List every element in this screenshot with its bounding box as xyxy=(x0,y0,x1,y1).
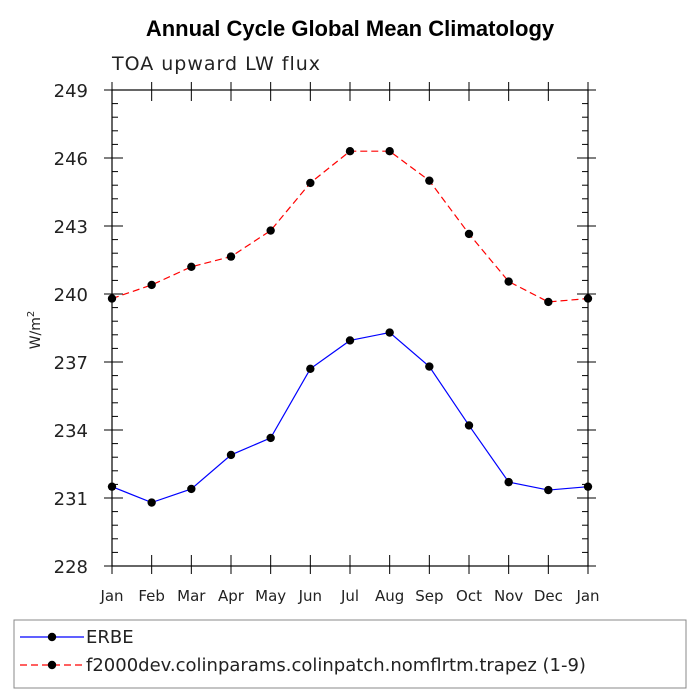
data-point xyxy=(544,485,553,495)
data-point xyxy=(345,336,355,345)
data-point xyxy=(544,297,553,307)
x-tick-label: Jun xyxy=(298,587,322,605)
legend-swatch-marker xyxy=(47,632,57,642)
y-tick-label: 243 xyxy=(54,217,88,238)
legend-label: ERBE xyxy=(86,627,134,648)
series-line xyxy=(111,150,589,303)
x-tick-label: Jan xyxy=(575,587,599,605)
legend-swatch-marker xyxy=(47,660,57,670)
y-tick-label: 246 xyxy=(54,149,88,170)
x-tick-label: Mar xyxy=(177,587,206,605)
data-point xyxy=(226,450,236,460)
y-tick-label: 237 xyxy=(54,353,88,374)
series-0 xyxy=(107,328,593,507)
legend: ERBE f2000dev.colinparams.colinpatch.nomf… xyxy=(20,627,586,676)
data-point xyxy=(583,482,593,491)
data-point xyxy=(583,294,593,303)
x-tick-label: Apr xyxy=(218,587,245,605)
data-point xyxy=(306,178,315,188)
data-point xyxy=(266,226,275,235)
x-tick-label: Dec xyxy=(534,587,563,605)
data-point xyxy=(385,328,394,337)
x-tick-label: Sep xyxy=(415,587,443,605)
data-point xyxy=(147,498,156,507)
y-tick-label: 234 xyxy=(54,421,88,442)
x-tick-label: Jan xyxy=(99,587,123,605)
data-point xyxy=(425,176,434,185)
chart-subtitle: TOA upward LW flux xyxy=(111,53,321,75)
y-tick-labels: 228 231 234 237 240 243 246 249 xyxy=(54,81,88,578)
data-point xyxy=(107,294,117,303)
chart-title: Annual Cycle Global Mean Climatology xyxy=(146,16,555,41)
x-tick-labels: Jan Feb Mar Apr May Jun Jul Aug Sep Oct Nov Dec Jan xyxy=(99,587,599,605)
axis-ticks xyxy=(104,82,596,574)
data-point xyxy=(504,277,513,286)
x-tick-label: May xyxy=(255,587,286,605)
data-point xyxy=(464,421,474,430)
legend-label: f2000dev.colinparams.colinpatch.nomflrtm… xyxy=(86,655,586,676)
y-tick-label: 240 xyxy=(54,285,88,306)
x-tick-label: Nov xyxy=(494,587,523,605)
data-point xyxy=(345,147,355,156)
data-point xyxy=(147,280,156,290)
y-axis-label: W/m2 xyxy=(26,311,44,350)
x-tick-label: Oct xyxy=(456,587,482,605)
plot-frame xyxy=(111,89,589,567)
legend-box xyxy=(13,619,687,689)
y-tick-label: 228 xyxy=(54,557,88,578)
series-line xyxy=(111,331,589,504)
data-point xyxy=(504,477,513,487)
y-tick-label: 249 xyxy=(54,81,88,102)
data-point xyxy=(306,364,315,373)
data-point xyxy=(464,229,474,239)
svg-text:W/m2: W/m2 xyxy=(26,311,44,350)
legend-entry-0: ERBE xyxy=(20,627,134,648)
data-point xyxy=(266,433,275,443)
y-axis-label-superscript: 2 xyxy=(26,311,37,317)
data-point xyxy=(107,482,117,491)
x-tick-label: Feb xyxy=(138,587,165,605)
legend-entry-1: f2000dev.colinparams.colinpatch.nomflrtm… xyxy=(20,655,586,676)
series-1 xyxy=(107,147,593,307)
data-point xyxy=(385,147,394,156)
data-point xyxy=(187,262,196,271)
x-tick-label: Jul xyxy=(340,587,359,605)
data-point xyxy=(226,252,236,261)
data-point xyxy=(187,484,196,494)
series-layer xyxy=(107,147,593,507)
data-point xyxy=(425,362,434,371)
y-tick-label: 231 xyxy=(54,489,88,510)
x-tick-label: Aug xyxy=(375,587,404,605)
y-axis-label-text: W/m xyxy=(28,317,44,349)
